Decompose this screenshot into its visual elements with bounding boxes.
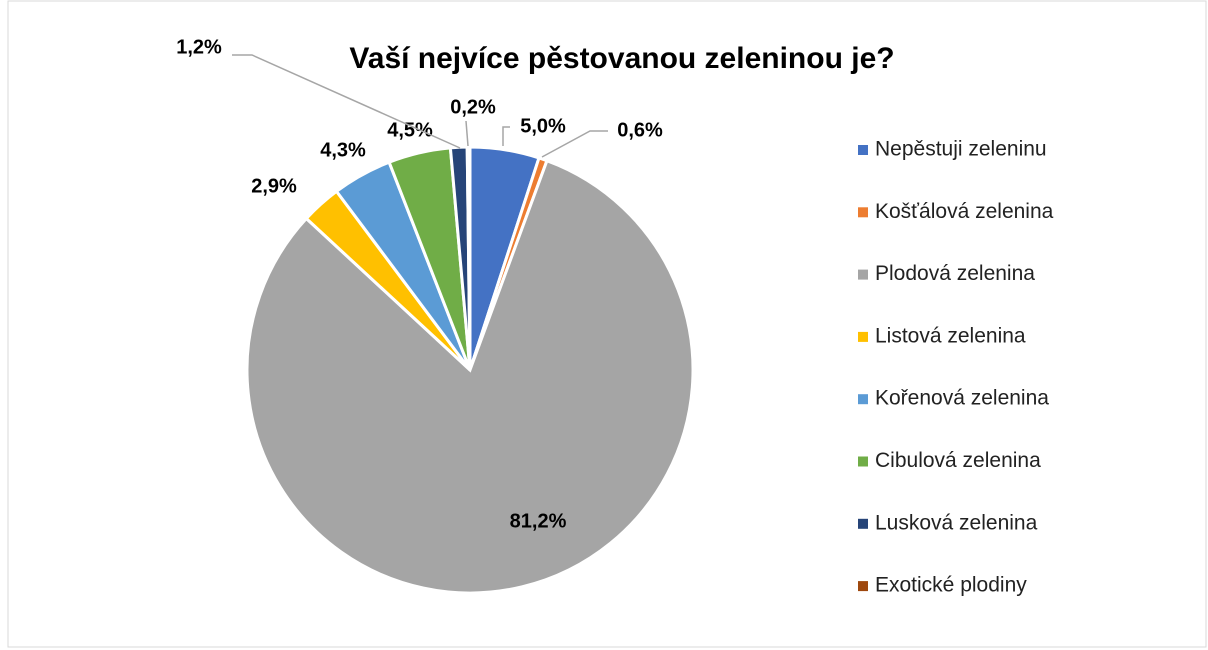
- legend-label: Plodová zelenina: [875, 262, 1035, 285]
- leader-line: [541, 130, 608, 158]
- legend-swatch: [858, 456, 868, 467]
- data-label: 4,3%: [320, 139, 366, 161]
- leader-line: [232, 54, 461, 149]
- chart-title: Vaší nejvíce pěstovanou zeleninou je?: [349, 42, 894, 75]
- legend-label: Kořenová zelenina: [875, 387, 1049, 410]
- legend-label: Košťálová zelenina: [875, 200, 1054, 223]
- data-label: 0,2%: [450, 96, 496, 118]
- legend-swatch: [858, 581, 868, 592]
- data-label: 5,0%: [520, 115, 566, 137]
- legend-swatch: [858, 518, 868, 529]
- legend-swatch: [858, 145, 868, 155]
- pie-slice: [465, 145, 472, 371]
- legend-swatch: [858, 394, 868, 405]
- data-label: 1,2%: [176, 36, 222, 58]
- leader-line: [465, 120, 469, 147]
- data-label: 0,6%: [617, 119, 663, 141]
- legend-label: Nepěstuji zeleninu: [875, 138, 1047, 161]
- data-label: 4,5%: [387, 119, 433, 141]
- legend-label: Cibulová zelenina: [875, 449, 1041, 472]
- legend-label: Exotické plodiny: [875, 574, 1027, 597]
- legend-label: Lusková zelenina: [875, 511, 1038, 534]
- legend-swatch: [858, 331, 868, 342]
- data-label: 2,9%: [251, 175, 297, 197]
- legend-swatch: [858, 207, 868, 218]
- data-label: 81,2%: [510, 510, 567, 532]
- legend-label: Listová zelenina: [875, 324, 1026, 347]
- legend-swatch: [858, 269, 868, 280]
- leader-line: [502, 126, 510, 146]
